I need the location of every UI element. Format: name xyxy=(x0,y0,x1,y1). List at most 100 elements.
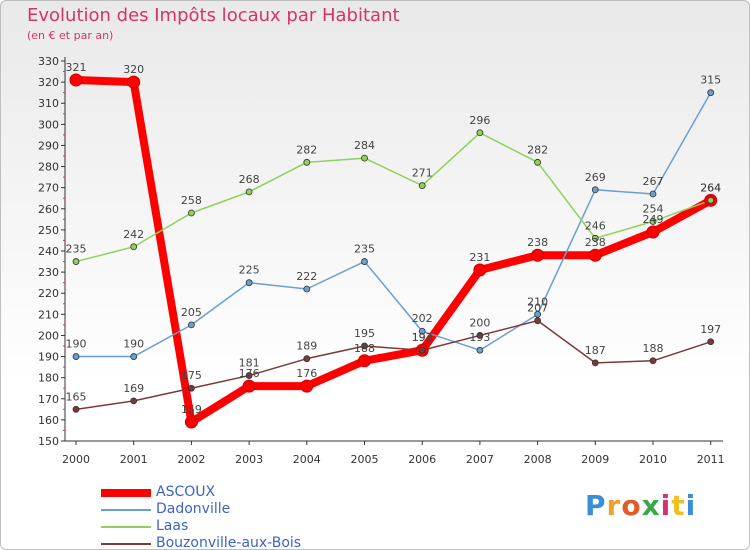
data-point xyxy=(130,353,138,360)
data-label: 235 xyxy=(66,243,87,256)
y-tick-label: 330 xyxy=(38,55,59,68)
x-tick-label: 2009 xyxy=(581,453,609,466)
data-label: 254 xyxy=(643,202,664,215)
data-point xyxy=(418,346,426,354)
data-point xyxy=(707,196,715,204)
data-point xyxy=(649,357,657,365)
data-point xyxy=(476,346,484,354)
x-tick-label: 2001 xyxy=(120,453,148,466)
data-point xyxy=(361,258,368,265)
data-label: 187 xyxy=(585,344,606,357)
x-tick-label: 2011 xyxy=(697,453,725,466)
legend-label-ascoux: ASCOUX xyxy=(156,484,216,500)
y-tick-label: 260 xyxy=(38,203,59,216)
data-label: 282 xyxy=(296,143,317,156)
data-point xyxy=(646,225,660,239)
y-tick-label: 160 xyxy=(38,414,59,427)
data-point xyxy=(303,355,311,363)
data-label: 159 xyxy=(181,403,202,416)
data-point xyxy=(69,73,83,87)
data-label: 268 xyxy=(239,173,260,186)
legend-label-bouzonville: Bouzonville-aux-Bois xyxy=(156,535,302,550)
data-label: 197 xyxy=(700,323,721,336)
data-label: 271 xyxy=(412,167,433,180)
data-point xyxy=(531,248,545,262)
data-label: 264 xyxy=(700,181,721,194)
legend-label-dadonville: Dadonville xyxy=(156,501,231,517)
data-point xyxy=(418,182,426,189)
legend-swatch-bouzonville xyxy=(101,543,151,545)
data-label: 269 xyxy=(585,171,606,184)
data-point xyxy=(591,186,599,194)
x-tick-label: 2002 xyxy=(177,453,205,466)
data-point xyxy=(591,359,599,367)
chart-title: Evolution des Impôts locaux par Habitant xyxy=(27,5,400,26)
data-label: 200 xyxy=(469,316,490,329)
x-tick-label: 2000 xyxy=(62,453,90,466)
data-point xyxy=(130,243,138,251)
data-point xyxy=(184,415,198,429)
data-label: 190 xyxy=(66,338,87,351)
data-label: 207 xyxy=(527,302,548,315)
data-point xyxy=(418,327,426,335)
data-label: 193 xyxy=(412,331,433,344)
data-label: 246 xyxy=(585,219,606,232)
y-tick-label: 170 xyxy=(38,393,59,406)
y-tick-label: 310 xyxy=(38,97,59,110)
x-tick-label: 2006 xyxy=(408,453,436,466)
data-point xyxy=(649,190,657,198)
data-point xyxy=(707,338,715,346)
data-label: 225 xyxy=(239,264,260,277)
x-tick-label: 2003 xyxy=(235,453,263,466)
data-point xyxy=(473,263,487,277)
data-point xyxy=(187,384,195,392)
data-point xyxy=(707,89,715,97)
data-label: 169 xyxy=(123,382,144,395)
y-tick-label: 280 xyxy=(38,161,59,174)
data-point xyxy=(242,379,256,393)
data-point xyxy=(361,342,368,350)
data-label: 193 xyxy=(469,331,490,344)
data-point xyxy=(72,405,80,413)
y-tick-label: 290 xyxy=(38,139,59,152)
series-line-bouzonville-aux-bois xyxy=(75,319,712,411)
data-label: 181 xyxy=(239,357,260,370)
data-label: 175 xyxy=(181,369,202,382)
series-line-ascoux xyxy=(72,76,715,426)
data-label: 238 xyxy=(527,236,548,249)
data-point xyxy=(245,279,253,287)
proxiti-logo: Proxiti xyxy=(585,489,697,522)
data-point xyxy=(72,353,80,360)
series-line-dadonville xyxy=(75,91,712,358)
data-point xyxy=(534,158,541,166)
data-point xyxy=(588,248,602,262)
x-tick-label: 2005 xyxy=(351,453,379,466)
y-tick-label: 220 xyxy=(38,287,59,300)
data-label: 190 xyxy=(123,338,144,351)
data-point xyxy=(187,321,195,329)
data-label: 267 xyxy=(643,175,664,188)
data-point xyxy=(72,258,80,265)
data-label: 238 xyxy=(585,236,606,249)
series-line-laas xyxy=(75,132,712,263)
data-label: 320 xyxy=(123,63,144,76)
data-point xyxy=(300,379,314,393)
y-tick-label: 150 xyxy=(38,435,59,448)
data-label: 222 xyxy=(296,270,317,283)
y-tick-label: 250 xyxy=(38,224,59,237)
data-point xyxy=(187,209,195,217)
x-tick-label: 2007 xyxy=(466,453,494,466)
legend-swatch-ascoux xyxy=(101,489,151,497)
y-tick-label: 200 xyxy=(38,329,59,342)
data-point xyxy=(358,354,371,368)
data-label: 296 xyxy=(469,114,490,127)
x-tick-label: 2010 xyxy=(639,453,667,466)
chart-subtitle: (en € et par an) xyxy=(27,29,114,42)
data-label: 284 xyxy=(354,139,375,152)
data-label: 188 xyxy=(643,342,664,355)
data-point xyxy=(476,332,484,339)
y-tick-label: 190 xyxy=(38,351,59,364)
data-point xyxy=(303,285,311,293)
data-label: 193 xyxy=(412,331,433,344)
